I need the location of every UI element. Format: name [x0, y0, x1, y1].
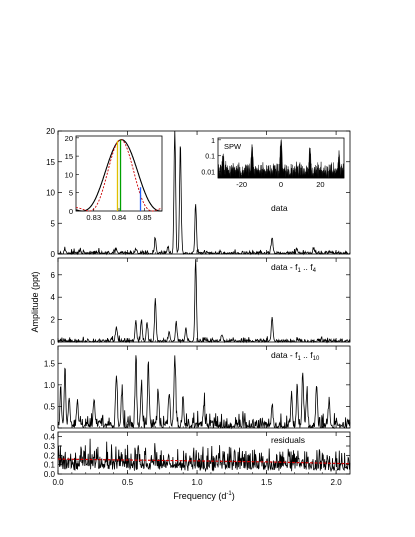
x-tick-label: 1.5: [261, 478, 273, 487]
periodogram-series: [57, 259, 351, 344]
y-tick-label: 1.5: [44, 359, 56, 368]
x-tick-label: 2.0: [331, 478, 343, 487]
inset-spectral-window-panel: -20 0 20 0.01 0.1 1 SPW: [201, 137, 345, 189]
panel-label: data - f1 .. f10: [271, 350, 320, 362]
y-tick-label: 4: [51, 293, 56, 302]
noise-level-line: [57, 458, 351, 465]
panel-label: data - f1 .. f4: [271, 262, 317, 274]
spw-x-tick-label: -20: [236, 180, 247, 189]
y-tick-label: 0.2: [44, 451, 56, 460]
y-tick-label: 1.0: [44, 381, 56, 390]
panel-frame: [57, 257, 351, 343]
spw-y-tick-label: 0.01: [201, 170, 215, 177]
y-tick-label: 5: [51, 219, 56, 228]
spw-y-tick-label: 0.1: [205, 154, 215, 161]
y-tick-label: 15: [46, 158, 55, 167]
x-tick-label: 1.0: [191, 478, 203, 487]
periodogram-series: [57, 355, 351, 430]
inset-x-tick-label: 0.84: [112, 213, 127, 222]
y-tick-label: 0.1: [44, 461, 56, 470]
panel-p2: 0 2 4 6 data - f1 .. f4: [51, 257, 351, 347]
inset-x-tick-label: 0.83: [86, 213, 101, 222]
y-axis-label: Amplitude (ppt): [30, 271, 40, 332]
inset-x-tick-label: 0.85: [137, 213, 152, 222]
y-tick-label: 0.5: [44, 402, 56, 411]
periodogram-series: [57, 438, 351, 473]
inset-frame: [75, 135, 163, 212]
panel-label: residuals: [271, 435, 305, 445]
spw-series: [217, 139, 345, 179]
x-tick-label: 0.5: [122, 478, 134, 487]
panel-frame: [57, 345, 351, 429]
y-tick-label: 0.0: [44, 470, 56, 479]
inset-y-tick-label: 20: [65, 134, 73, 143]
spw-label: SPW: [224, 142, 242, 151]
y-tick-label: 0: [51, 338, 56, 347]
panel-p4: 0.0 0.5 1.0 1.5 2.00.00.10.20.30.4 residuals: [44, 431, 351, 487]
inset-y-tick-label: 0: [69, 207, 73, 216]
periodogram-series: [57, 130, 351, 256]
y-tick-label: 0.3: [44, 442, 56, 451]
y-tick-label: 0.4: [44, 433, 56, 442]
y-tick-label: 0: [51, 250, 56, 259]
inset-y-tick-label: 5: [69, 189, 73, 198]
y-tick-label: 2: [51, 316, 56, 325]
inset-y-tick-label: 10: [65, 170, 73, 179]
inset-y-tick-label: 15: [65, 152, 73, 161]
panel-p3: 0 0.5 1.0 1.5 data - f1 .. f10: [44, 345, 351, 433]
x-tick-label: 0.0: [52, 478, 64, 487]
y-tick-label: 10: [46, 189, 55, 198]
inset-zoom-panel: 0.83 0.84 0.85 0 5 10 15 20: [65, 134, 163, 222]
inset-model-curve: [75, 139, 163, 212]
y-tick-label: 6: [51, 271, 56, 280]
y-tick-label: 20: [46, 127, 55, 136]
spw-x-tick-label: 20: [316, 180, 324, 189]
spw-y-tick-label: 1: [211, 138, 215, 145]
x-axis-label: Frequency (d-1): [173, 491, 234, 501]
panel-label: data: [271, 203, 288, 213]
y-tick-label: 0: [51, 424, 56, 433]
spw-x-tick-label: 0: [279, 180, 283, 189]
